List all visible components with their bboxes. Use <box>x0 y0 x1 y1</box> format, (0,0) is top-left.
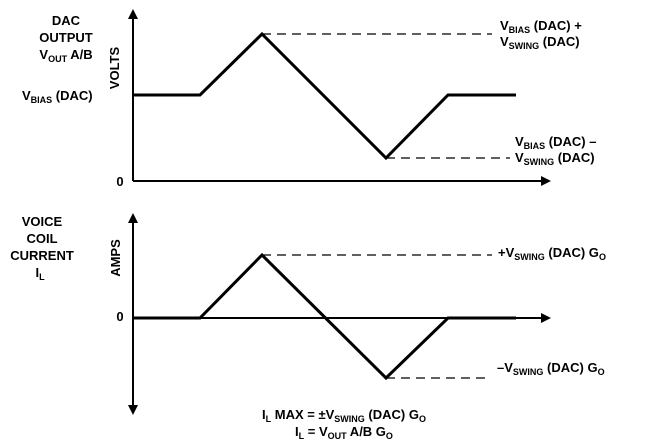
top-peak-label-line1: VBIAS (DAC) + <box>500 18 582 35</box>
bias-label: VBIAS (DAC) <box>22 88 93 105</box>
bottom-peak-label: +VSWING (DAC) GO <box>498 245 606 262</box>
top-zero-label: 0 <box>116 174 123 189</box>
equation-line2: IL = VOUT A/B GO <box>295 424 393 441</box>
top-trough-label-line1: VBIAS (DAC) – <box>515 134 596 151</box>
voice-coil-current-waveform <box>133 252 516 381</box>
equations: IL MAX = ±VSWING (DAC) GO IL = VOUT A/B … <box>262 407 426 441</box>
bottom-title-line3: CURRENT <box>10 248 74 263</box>
volts-axis-label: VOLTS <box>107 46 122 89</box>
bottom-title-line2: COIL <box>26 231 57 246</box>
top-title-line1: DAC <box>52 13 81 28</box>
equation-line1: IL MAX = ±VSWING (DAC) GO <box>262 407 426 424</box>
top-title-line3: VOUT A/B <box>39 47 92 64</box>
bottom-title-line4: IL <box>35 265 45 282</box>
bottom-zero-label: 0 <box>116 309 123 324</box>
bottom-graph: VOICE COIL CURRENT IL AMPS 0 +VSWING (DA… <box>10 213 606 415</box>
dac-output-waveform <box>133 31 516 161</box>
amps-axis-label: AMPS <box>108 239 123 277</box>
top-title-line2: OUTPUT <box>39 30 93 45</box>
top-peak-label-line2: VSWING (DAC) <box>500 34 580 51</box>
top-trough-label-line2: VSWING (DAC) <box>515 150 595 167</box>
bottom-title-line1: VOICE <box>22 214 63 229</box>
top-graph: DAC OUTPUT VOUT A/B VOLTS 0 VBIAS (DAC) … <box>22 9 596 189</box>
bottom-trough-label: –VSWING (DAC) GO <box>497 360 605 377</box>
